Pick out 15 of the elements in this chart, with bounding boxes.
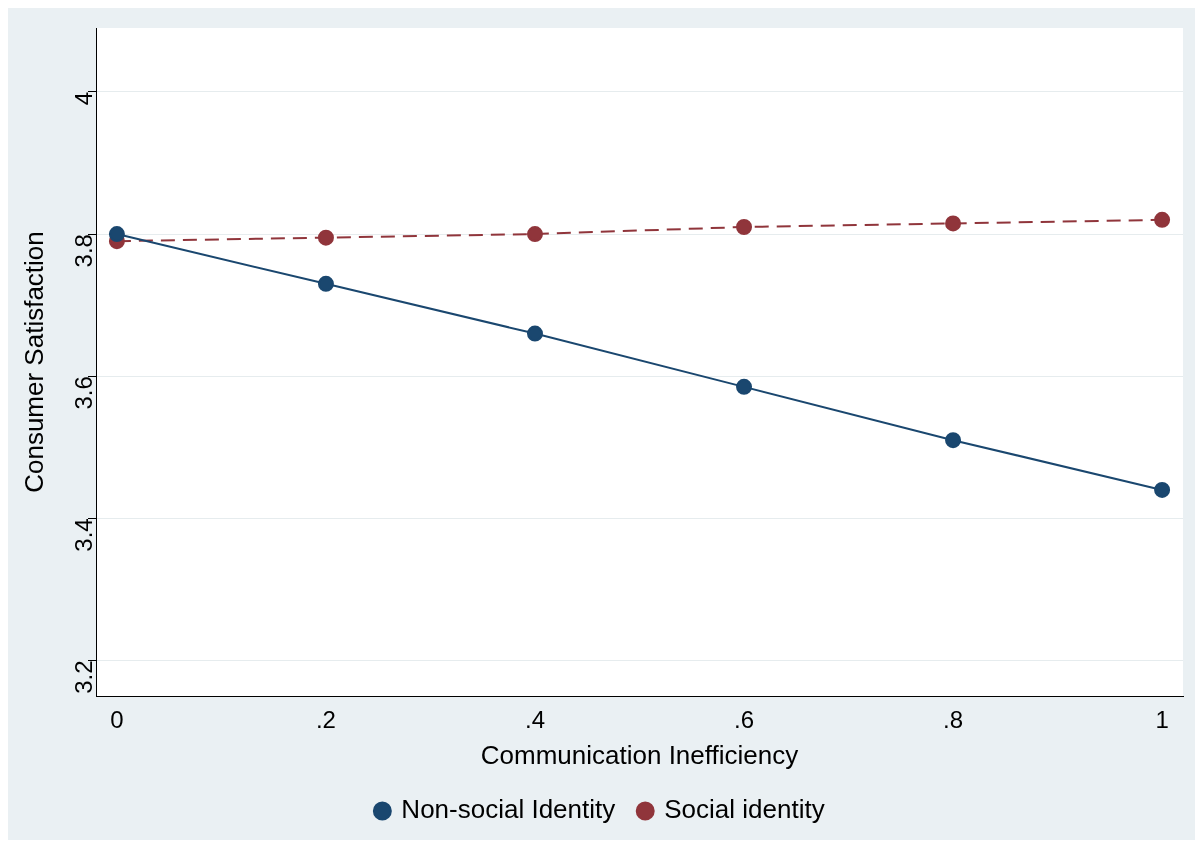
x-tick-label: .2 bbox=[315, 706, 336, 734]
y-tick-label: 3.4 bbox=[69, 518, 97, 552]
x-tick-label: 1 bbox=[1155, 706, 1169, 734]
x-tick-label: 0 bbox=[110, 706, 124, 734]
x-tick-label: .8 bbox=[943, 706, 964, 734]
y-tick-label: 4 bbox=[69, 91, 97, 106]
x-tick-label: .4 bbox=[524, 706, 545, 734]
legend-label: Non-social Identity bbox=[401, 794, 616, 825]
y-tick-label: 3.6 bbox=[69, 376, 97, 410]
y-tick-label: 3.2 bbox=[69, 660, 97, 694]
x-tick-label: .6 bbox=[734, 706, 755, 734]
legend-label: Social identity bbox=[664, 794, 825, 825]
x-axis-title: Communication Inefficiency bbox=[480, 739, 799, 770]
y-axis-title: Consumer Satisfaction bbox=[18, 231, 49, 493]
y-tick-label: 3.8 bbox=[69, 234, 97, 268]
